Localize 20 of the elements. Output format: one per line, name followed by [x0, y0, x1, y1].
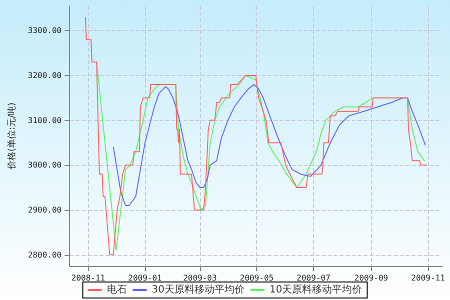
y-tick-label: 3000.00: [28, 160, 62, 170]
y-tick-label: 2900.00: [28, 205, 62, 214]
x-tick-label: 2009-11: [411, 274, 446, 282]
y-tick-label: 3200.00: [28, 70, 62, 80]
y-axis-title: 价格(单位:元/吨): [6, 102, 18, 171]
x-tick-label: 2009-09: [354, 274, 388, 282]
x-tick-label: 2009-03: [183, 274, 217, 282]
line-series: [84, 16, 427, 256]
x-tick-label: 2009-05: [240, 274, 274, 282]
line-series: [112, 84, 426, 206]
x-tick-label: 2009-07: [296, 274, 331, 282]
legend-label: 10天原料移动平均价: [270, 284, 362, 296]
y-tick-label: 2800.00: [28, 250, 62, 260]
legend-label: 30天原料移动平均价: [152, 284, 245, 296]
line-series: [96, 62, 425, 251]
x-tick-label: 2008-11: [71, 274, 106, 282]
x-tick-label: 2009-01: [128, 274, 162, 282]
legend-label: 电石: [106, 284, 127, 296]
y-tick-label: 3100.00: [28, 116, 62, 125]
y-tick-label: 3300.00: [28, 26, 62, 36]
